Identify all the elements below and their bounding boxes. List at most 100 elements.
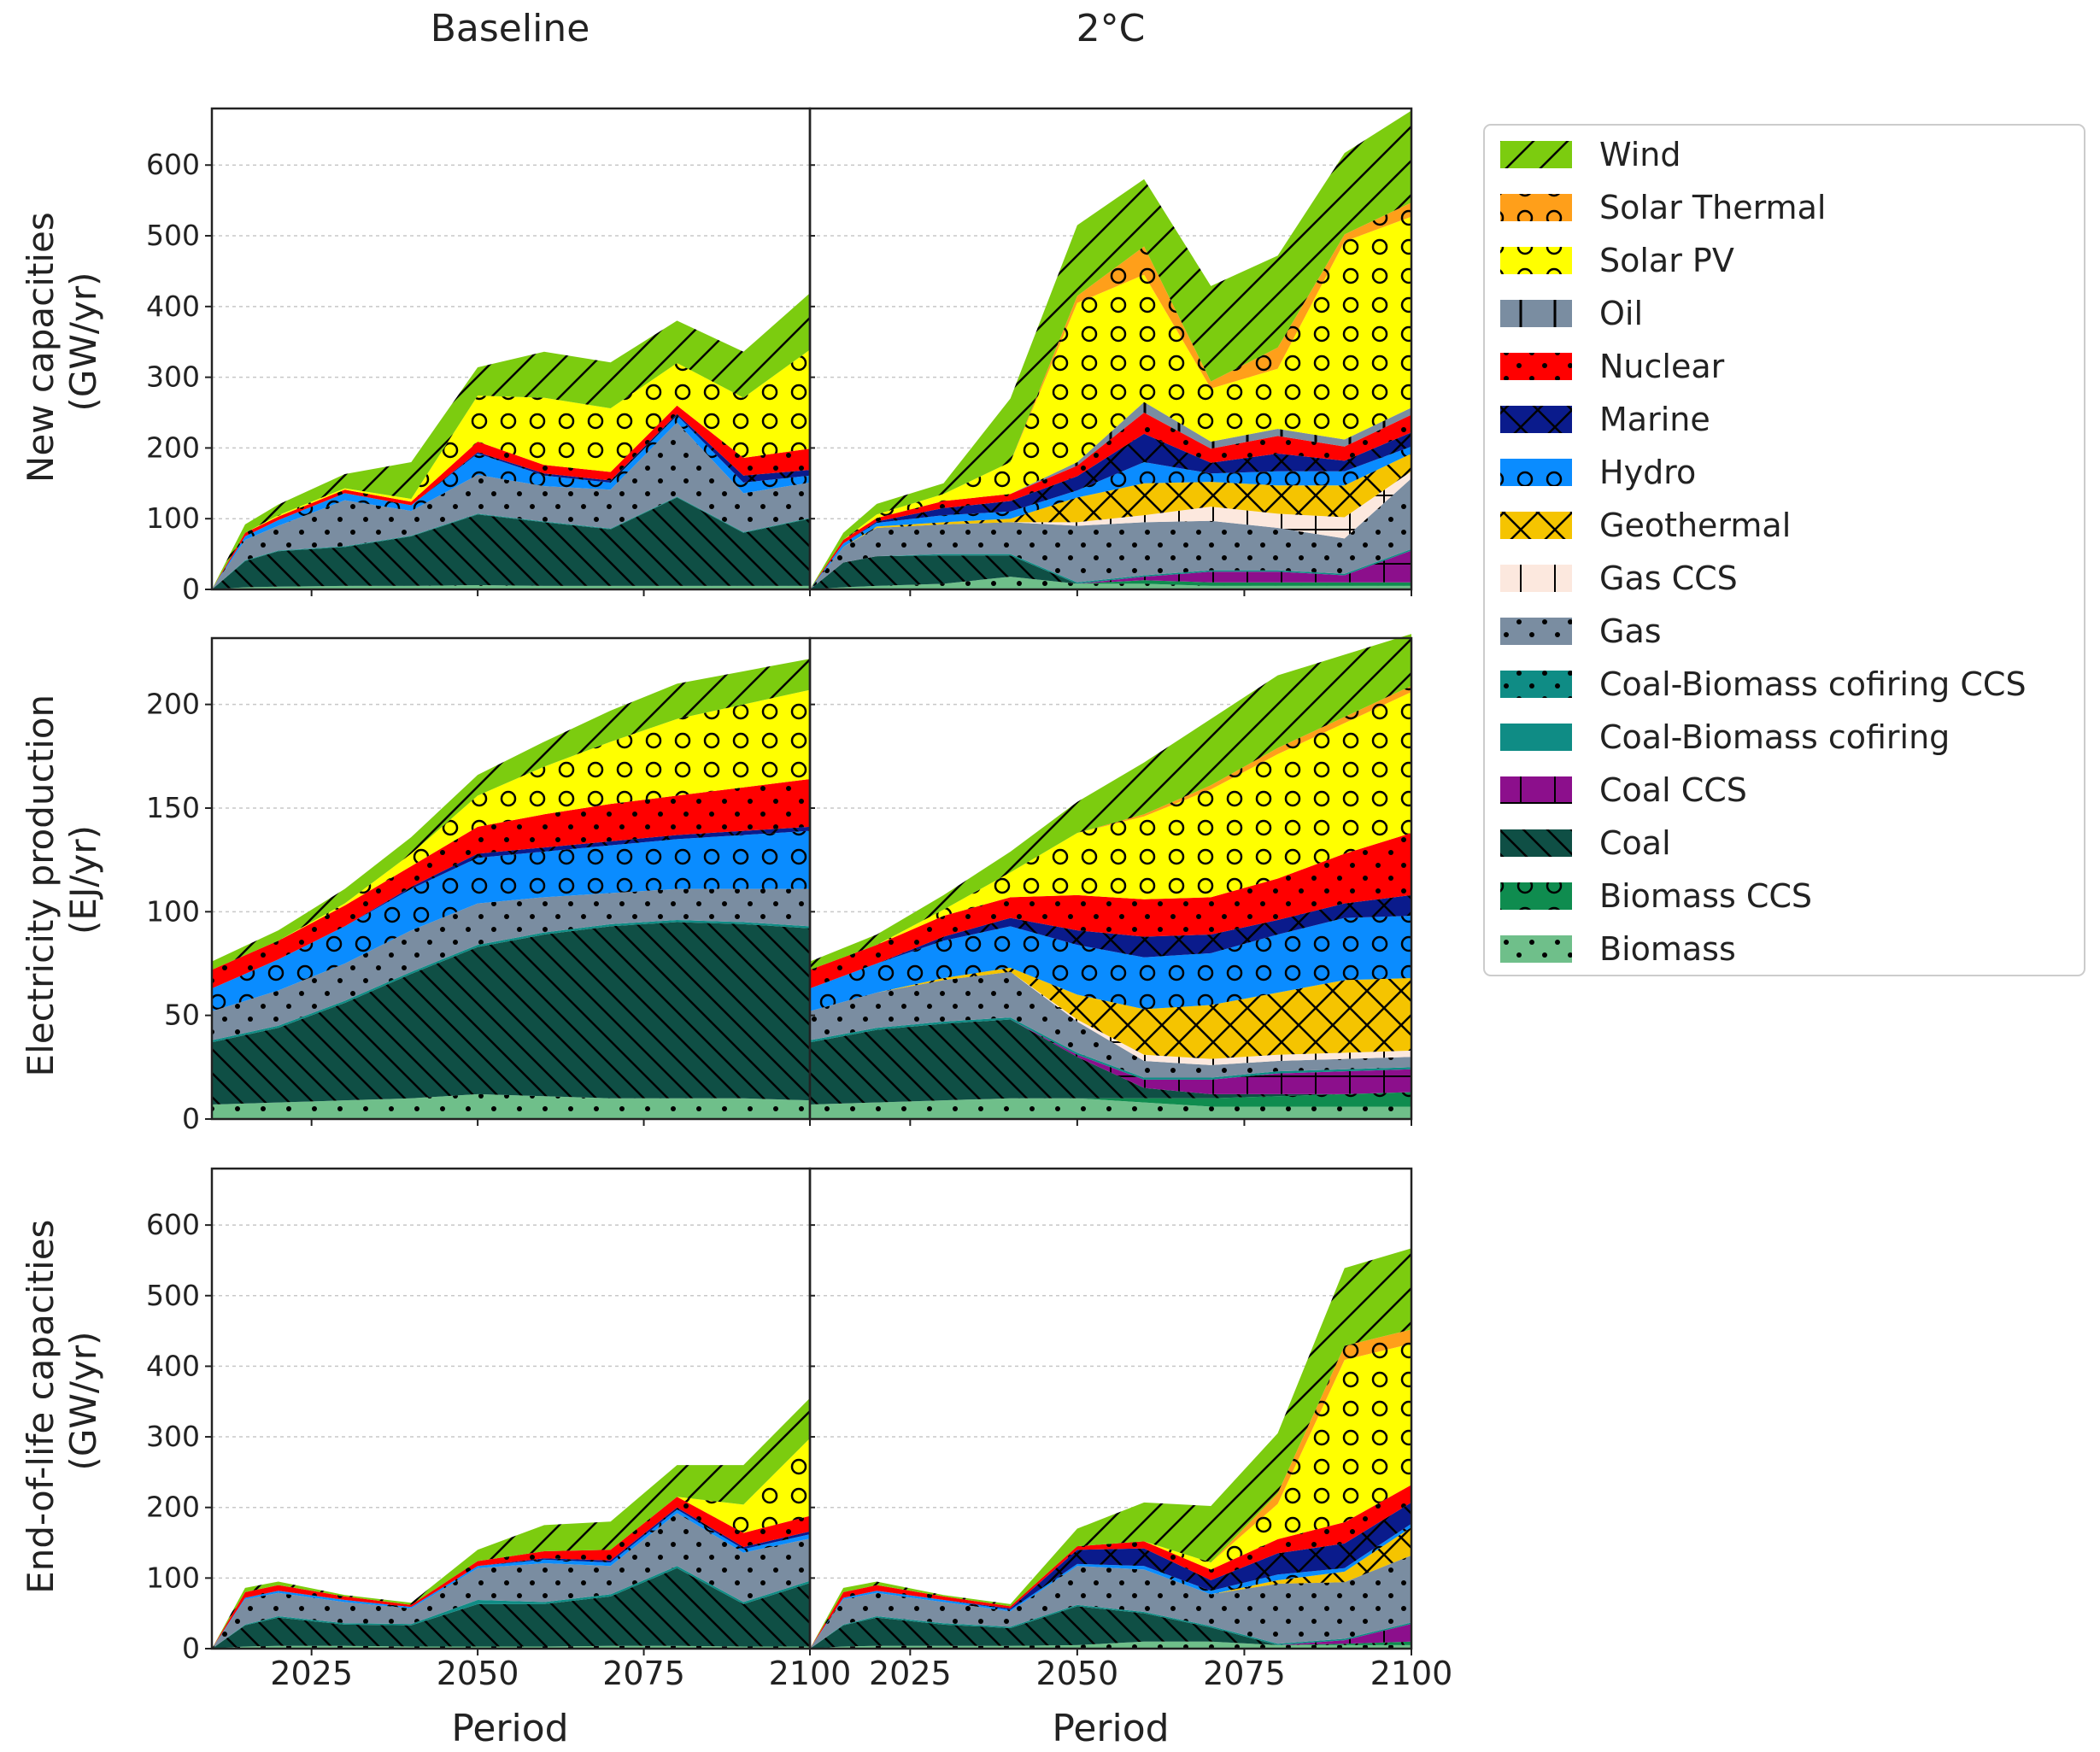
area-coal xyxy=(810,1606,1411,1649)
area-gas xyxy=(212,1513,810,1649)
legend-label: Nuclear xyxy=(1599,348,1725,385)
xtick-label: 2075 xyxy=(1203,1655,1286,1692)
ytick-label: 0 xyxy=(182,1102,200,1135)
area-coal-ccs xyxy=(810,1019,1411,1094)
area-solar-thermal xyxy=(810,202,1411,589)
legend-label: Coal-Biomass cofiring xyxy=(1599,718,1950,756)
area-solar-pv xyxy=(212,689,810,970)
axes-frame xyxy=(808,636,1413,1121)
ylabel-line-1: New capacities xyxy=(20,212,62,483)
legend-item-marine: Marine xyxy=(1500,401,1710,438)
ytick-label: 100 xyxy=(146,501,200,535)
legend-swatch xyxy=(1500,565,1572,592)
legend-swatch xyxy=(1500,247,1572,274)
ytick-label: 150 xyxy=(146,791,200,824)
panel-end-of-life-capacities-2c: 2025 2050 2075 2100 xyxy=(808,1167,1453,1692)
ytick-label: 400 xyxy=(146,1349,200,1382)
area-solar-pv xyxy=(810,692,1411,970)
legend-item-oil: Oil xyxy=(1500,295,1643,332)
area-nuclear xyxy=(212,405,810,589)
area-coal xyxy=(810,555,1411,589)
legend-label: Coal xyxy=(1599,824,1671,862)
area-nuclear xyxy=(212,779,810,989)
legend-label: Wind xyxy=(1599,136,1681,173)
ytick-label: 300 xyxy=(146,1420,200,1453)
legend-swatch xyxy=(1500,353,1572,380)
ytick-label: 400 xyxy=(146,290,200,323)
legend-swatch xyxy=(1500,512,1572,539)
area-gas-ccs xyxy=(810,971,1411,1065)
legend-item-geothermal: Geothermal xyxy=(1500,507,1791,544)
area-marine xyxy=(810,894,1411,989)
area-solar-pv xyxy=(212,349,810,589)
legend-item-solar-thermal: Solar Thermal xyxy=(1500,189,1826,226)
area-gas xyxy=(810,971,1411,1078)
legend-swatch xyxy=(1500,618,1572,645)
legend-label: Gas xyxy=(1599,612,1662,650)
xtick-label: 2075 xyxy=(602,1655,685,1692)
ytick-label: 200 xyxy=(146,431,200,464)
area-wind xyxy=(212,659,810,970)
legend-item-biomass: Biomass xyxy=(1500,930,1736,968)
ytick-label: 500 xyxy=(146,219,200,252)
legend-item-biomass-ccs: Biomass CCS xyxy=(1500,877,1812,915)
legend-frame xyxy=(1483,124,2085,976)
xtick-label: 2050 xyxy=(437,1655,519,1692)
panel-electricity-production-baseline: 0 50 100 150 200 xyxy=(146,636,812,1135)
legend-swatch xyxy=(1500,406,1572,433)
area-gas xyxy=(810,478,1411,589)
area-marine xyxy=(810,432,1411,589)
ytick-label: 600 xyxy=(146,148,200,181)
ylabel-new-capacities: New capacities (GW/yr) xyxy=(20,201,104,483)
legend-label: Coal CCS xyxy=(1599,771,1747,809)
legend-label: Biomass CCS xyxy=(1599,877,1812,915)
legend-swatch xyxy=(1500,194,1572,221)
ylabel-line-2: (GW/yr) xyxy=(62,272,104,411)
panel-new-capacities-2c xyxy=(808,107,1413,596)
legend-label: Coal-Biomass cofiring CCS xyxy=(1599,665,2027,703)
xtick-label: 2100 xyxy=(1370,1655,1453,1692)
legend-item-wind: Wind xyxy=(1500,136,1681,173)
axes-frame xyxy=(808,107,1413,591)
panel-end-of-life-capacities-baseline: 0 100 200 300 400 500 600 2025 2050 2075 2100 xyxy=(146,1167,851,1692)
area-gas xyxy=(212,422,810,589)
area-geothermal xyxy=(810,454,1411,589)
legend: Wind Solar Thermal Solar PV Oil Nuclear Marin… xyxy=(1483,124,2085,976)
axes-frame xyxy=(808,1167,1413,1650)
panel-electricity-production-2c xyxy=(808,634,1413,1126)
area-biomass-ccs xyxy=(810,1092,1411,1107)
ytick-label: 200 xyxy=(146,1491,200,1524)
legend-item-coal-ccs: Coal CCS xyxy=(1500,771,1747,809)
legend-swatch xyxy=(1500,776,1572,804)
area-hydro xyxy=(212,415,810,589)
legend-swatch xyxy=(1500,671,1572,698)
legend-swatch xyxy=(1500,829,1572,857)
area-solar-pv xyxy=(810,216,1411,590)
area-biomass xyxy=(810,577,1411,589)
area-wind xyxy=(810,634,1411,970)
xtick-label: 2025 xyxy=(270,1655,353,1692)
area-biomass xyxy=(810,1098,1411,1119)
legend-item-coal: Coal xyxy=(1500,824,1671,862)
legend-swatch xyxy=(1500,882,1572,910)
area-biomass-ccs xyxy=(810,1641,1411,1649)
area-coal-ccs xyxy=(810,550,1411,589)
legend-label: Solar PV xyxy=(1599,242,1734,279)
area-coal-biomass-cofiring xyxy=(810,1017,1411,1080)
legend-item-gas: Gas xyxy=(1500,612,1662,650)
ytick-label: 200 xyxy=(146,688,200,721)
area-geothermal xyxy=(810,967,1411,1059)
legend-label: Marine xyxy=(1599,401,1710,438)
xlabel-2c: Period xyxy=(1052,1707,1169,1750)
area-biomass-ccs xyxy=(810,577,1411,589)
ylabel-line-1: Electricity production xyxy=(20,694,62,1077)
panel-new-capacities-baseline: 0 100 200 300 400 500 600 xyxy=(146,107,812,606)
area-nuclear xyxy=(810,833,1411,989)
area-wind xyxy=(810,110,1411,589)
area-hydro xyxy=(212,830,810,1011)
ytick-label: 50 xyxy=(164,999,200,1032)
legend-item-hydro: Hydro xyxy=(1500,454,1696,491)
area-coal xyxy=(810,1019,1411,1105)
panel-grid: 0 100 200 300 400 500 600 0 50 100 150 200 0 100 200 30… xyxy=(146,107,1453,1692)
